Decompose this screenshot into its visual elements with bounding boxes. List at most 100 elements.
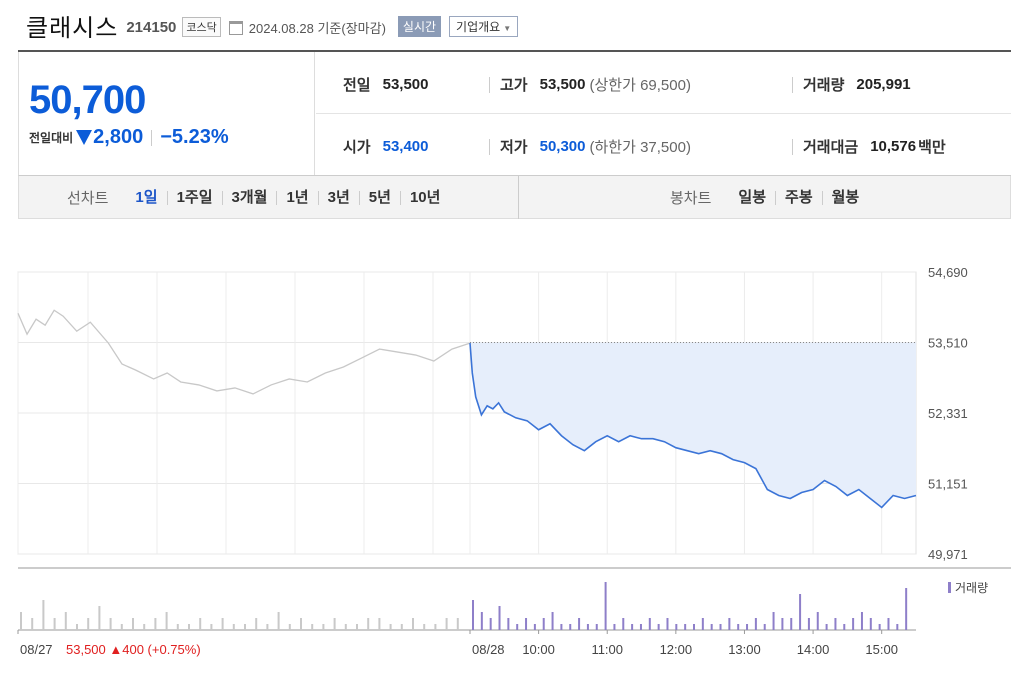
market-badge: 코스닥 bbox=[182, 16, 221, 37]
volume-bar-today bbox=[843, 624, 846, 630]
volume-bar-today bbox=[852, 618, 855, 630]
chart-lines bbox=[17, 309, 917, 509]
volume-bar-today bbox=[613, 624, 616, 630]
volume-bar-prev bbox=[456, 618, 459, 630]
volume-bar-prev bbox=[356, 624, 358, 630]
tab-3month[interactable]: 3개월 bbox=[223, 190, 278, 205]
price-summary: 50,700 전일대비 2,800 −5.23% bbox=[19, 52, 315, 175]
change-percent: −5.23% bbox=[160, 126, 229, 148]
tab-1day[interactable]: 1일 bbox=[126, 190, 168, 205]
tab-1year[interactable]: 1년 bbox=[277, 190, 319, 205]
volume-bar-today bbox=[498, 606, 501, 630]
x-tick-label: 08/28 bbox=[472, 642, 505, 657]
volume-bar-prev bbox=[132, 618, 134, 630]
tab-1week[interactable]: 1주일 bbox=[168, 190, 223, 205]
change-label: 전일대비 bbox=[29, 131, 74, 145]
volume-bar-today bbox=[472, 600, 474, 630]
candle-chart-tabs: 봉차트 일봉 주봉 월봉 bbox=[670, 176, 868, 219]
volume-bar-today bbox=[684, 624, 687, 630]
chart-period-tabs: 선차트 1일 1주일 3개월 1년 3년 5년 10년 봉차트 일봉 주봉 월봉 bbox=[18, 176, 1011, 219]
volume-bar-prev bbox=[87, 618, 90, 630]
low-label: 저가 bbox=[500, 139, 528, 156]
tab-10year[interactable]: 10년 bbox=[409, 188, 441, 206]
volume-bar-today bbox=[525, 618, 528, 630]
prev-close-label: 전일 bbox=[343, 77, 371, 94]
volume-bar-today bbox=[719, 624, 722, 630]
volume-bar-prev bbox=[445, 618, 448, 630]
lower-limit: (하한가 37,500) bbox=[589, 139, 691, 156]
volume-bar-prev bbox=[344, 624, 347, 630]
volume-bar-today bbox=[807, 618, 810, 630]
volume-bar-prev bbox=[389, 624, 392, 630]
volume-bar-prev bbox=[221, 618, 224, 630]
volume-bar-today bbox=[480, 612, 483, 630]
tab-5year[interactable]: 5년 bbox=[360, 190, 401, 205]
change-separator bbox=[151, 129, 153, 146]
down-triangle-icon bbox=[76, 130, 93, 145]
company-overview-dropdown[interactable]: 기업개요 ▼ bbox=[449, 16, 519, 37]
volume-bar-today bbox=[604, 582, 607, 630]
tab-weekly-candle[interactable]: 주봉 bbox=[776, 190, 823, 205]
volume-bar-prev bbox=[42, 600, 45, 630]
volume-bar-today bbox=[905, 588, 908, 630]
volume-bar-today bbox=[790, 618, 793, 630]
volume-bar-prev bbox=[143, 624, 146, 630]
volume-bar-today bbox=[887, 618, 890, 630]
volume-bar-today bbox=[799, 594, 802, 630]
volume-chart: 거래량 bbox=[18, 567, 1011, 631]
volume-bar-prev bbox=[434, 624, 437, 630]
volume-bar-today bbox=[754, 618, 757, 630]
volume-bar-today bbox=[507, 618, 510, 630]
volume-bar-prev bbox=[333, 618, 336, 630]
today-fill-area bbox=[470, 342, 916, 508]
tab-monthly-candle[interactable]: 월봉 bbox=[831, 188, 860, 206]
volume-bar-today bbox=[551, 612, 554, 630]
tab-daily-candle[interactable]: 일봉 bbox=[729, 190, 777, 205]
volume-bar-prev bbox=[423, 624, 426, 630]
volume-bar-today bbox=[560, 624, 563, 630]
cell-separator bbox=[792, 138, 793, 155]
volume-bar-prev bbox=[98, 606, 101, 630]
volume-bar-today bbox=[675, 624, 678, 630]
x-tick-label: 15:00 bbox=[865, 642, 898, 657]
volume-bar-prev bbox=[76, 624, 78, 630]
prev-close-value: 53,500 bbox=[382, 76, 429, 93]
x-axis: 08/27 08/28 10:00 11:00 12:00 13:00 14:00 15:00… bbox=[17, 630, 898, 657]
today-line bbox=[469, 343, 917, 509]
volume-bar-today bbox=[693, 624, 695, 630]
day-high: 고가 53,500 (상한가 69,500) bbox=[489, 74, 691, 95]
x-tick-label: 10:00 bbox=[522, 642, 555, 657]
y-tick-label: 54,690 bbox=[928, 265, 968, 280]
volume-bar-prev bbox=[31, 618, 34, 630]
volume-bar-prev bbox=[210, 624, 213, 630]
volume-bar-today bbox=[622, 618, 625, 630]
volume-bar-today bbox=[533, 624, 536, 630]
x-tick-label: 13:00 bbox=[728, 642, 761, 657]
volume-bar-prev bbox=[20, 612, 22, 630]
open-price: 시가 53,400 bbox=[343, 136, 429, 157]
tab-3year[interactable]: 3년 bbox=[319, 190, 360, 205]
volume-bar-today bbox=[816, 612, 819, 630]
volume-bar-today bbox=[639, 624, 642, 630]
volume-bar-prev bbox=[400, 624, 403, 630]
volume-bar-prev bbox=[120, 624, 123, 630]
volume-legend-label: 거래량 bbox=[955, 581, 988, 595]
volume-bar-today bbox=[772, 612, 775, 630]
change-amount: 2,800 bbox=[93, 126, 144, 148]
day-low: 저가 50,300 (하한가 37,500) bbox=[489, 136, 691, 157]
x-tick-label: 12:00 bbox=[660, 642, 693, 657]
candle-chart-label: 봉차트 bbox=[670, 190, 712, 207]
turnover-label: 거래대금 bbox=[803, 139, 859, 156]
volume-bar-prev bbox=[109, 618, 112, 630]
volume-bar-today bbox=[578, 618, 581, 630]
current-price: 50,700 bbox=[29, 78, 146, 122]
volume-bar-today bbox=[860, 612, 863, 630]
volume-bar-prev bbox=[255, 618, 258, 630]
volume-bar-prev bbox=[367, 618, 370, 630]
volume-bar-today bbox=[657, 624, 660, 630]
quote-panel: 50,700 전일대비 2,800 −5.23% 전일 53,500 고가 53… bbox=[18, 52, 1011, 176]
open-value: 53,400 bbox=[382, 138, 429, 155]
realtime-button[interactable]: 실시간 bbox=[397, 16, 442, 37]
volume-value: 205,991 bbox=[856, 76, 911, 93]
volume-bar-prev bbox=[311, 624, 314, 630]
